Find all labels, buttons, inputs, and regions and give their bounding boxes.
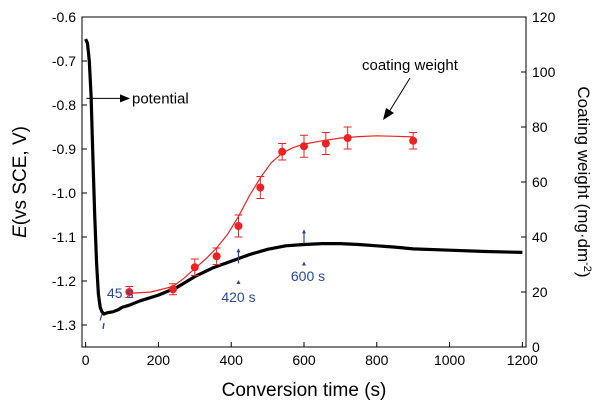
y-axis-title-right: Coating weight (mg·dm-2)	[574, 86, 593, 277]
y-left-tick-label: -0.6	[52, 9, 76, 25]
coating-point	[168, 285, 177, 294]
time-marker-arrow	[236, 280, 241, 284]
y-axis-title-left: E(vs SCE, V)	[10, 126, 31, 238]
coating-point	[234, 222, 243, 230]
time-marker-label: 600 s	[291, 268, 325, 284]
coating-point	[125, 288, 134, 296]
y-left-tick-label: -1.1	[52, 229, 76, 245]
coating-point	[321, 139, 330, 148]
time-marker-arrow	[302, 261, 306, 266]
y-right-tick-label: 120	[532, 9, 556, 25]
x-tick-label: 0	[82, 352, 90, 368]
coating-point	[190, 263, 199, 272]
potential-arrow-head	[120, 94, 130, 103]
x-tick-label: 800	[365, 352, 389, 368]
x-axis-title: Conversion time (s)	[222, 380, 387, 401]
y-left-tick-label: -0.8	[52, 97, 76, 113]
coating-point	[300, 142, 308, 151]
time-marker-arrow	[236, 248, 241, 253]
coating-point	[343, 134, 352, 142]
coating-weight-label: coating weight	[362, 57, 459, 74]
y-right-tick-label: 20	[532, 284, 548, 300]
y-left-tick-label: -1.0	[52, 185, 76, 201]
coating-point	[278, 147, 287, 156]
y-left-tick-label: -0.9	[52, 141, 76, 157]
potential-label: potential	[132, 90, 189, 107]
coating-point	[256, 183, 265, 192]
coating-arrow-line	[388, 77, 411, 113]
potential-curve	[84, 38, 523, 316]
x-tick-label: 1000	[434, 352, 465, 368]
coating-arrow-head	[383, 108, 394, 120]
x-tick-label: 600	[292, 352, 316, 368]
x-tick-label: 1200	[507, 352, 538, 368]
y-right-tick-label: 80	[532, 119, 548, 135]
time-marker-arrow	[302, 229, 306, 234]
time-marker-label: 45 s	[107, 285, 133, 301]
coating-point	[409, 136, 418, 145]
x-tick-label: 400	[220, 352, 244, 368]
coating-fit-curve	[129, 135, 414, 294]
y-left-tick-label: -0.7	[52, 53, 76, 69]
time-marker-tick	[102, 322, 105, 330]
time-marker-label: 420 s	[221, 289, 255, 305]
coating-point	[212, 252, 221, 261]
y-right-tick-label: 60	[532, 174, 548, 190]
y-right-tick-label: 0	[532, 339, 540, 355]
x-tick-label: 200	[147, 352, 171, 368]
time-marker-tick	[99, 313, 103, 321]
y-left-tick-label: -1.3	[52, 317, 76, 333]
y-right-tick-label: 40	[532, 229, 548, 245]
y-right-tick-label: 100	[532, 64, 556, 80]
y-left-tick-label: -1.2	[52, 273, 76, 289]
